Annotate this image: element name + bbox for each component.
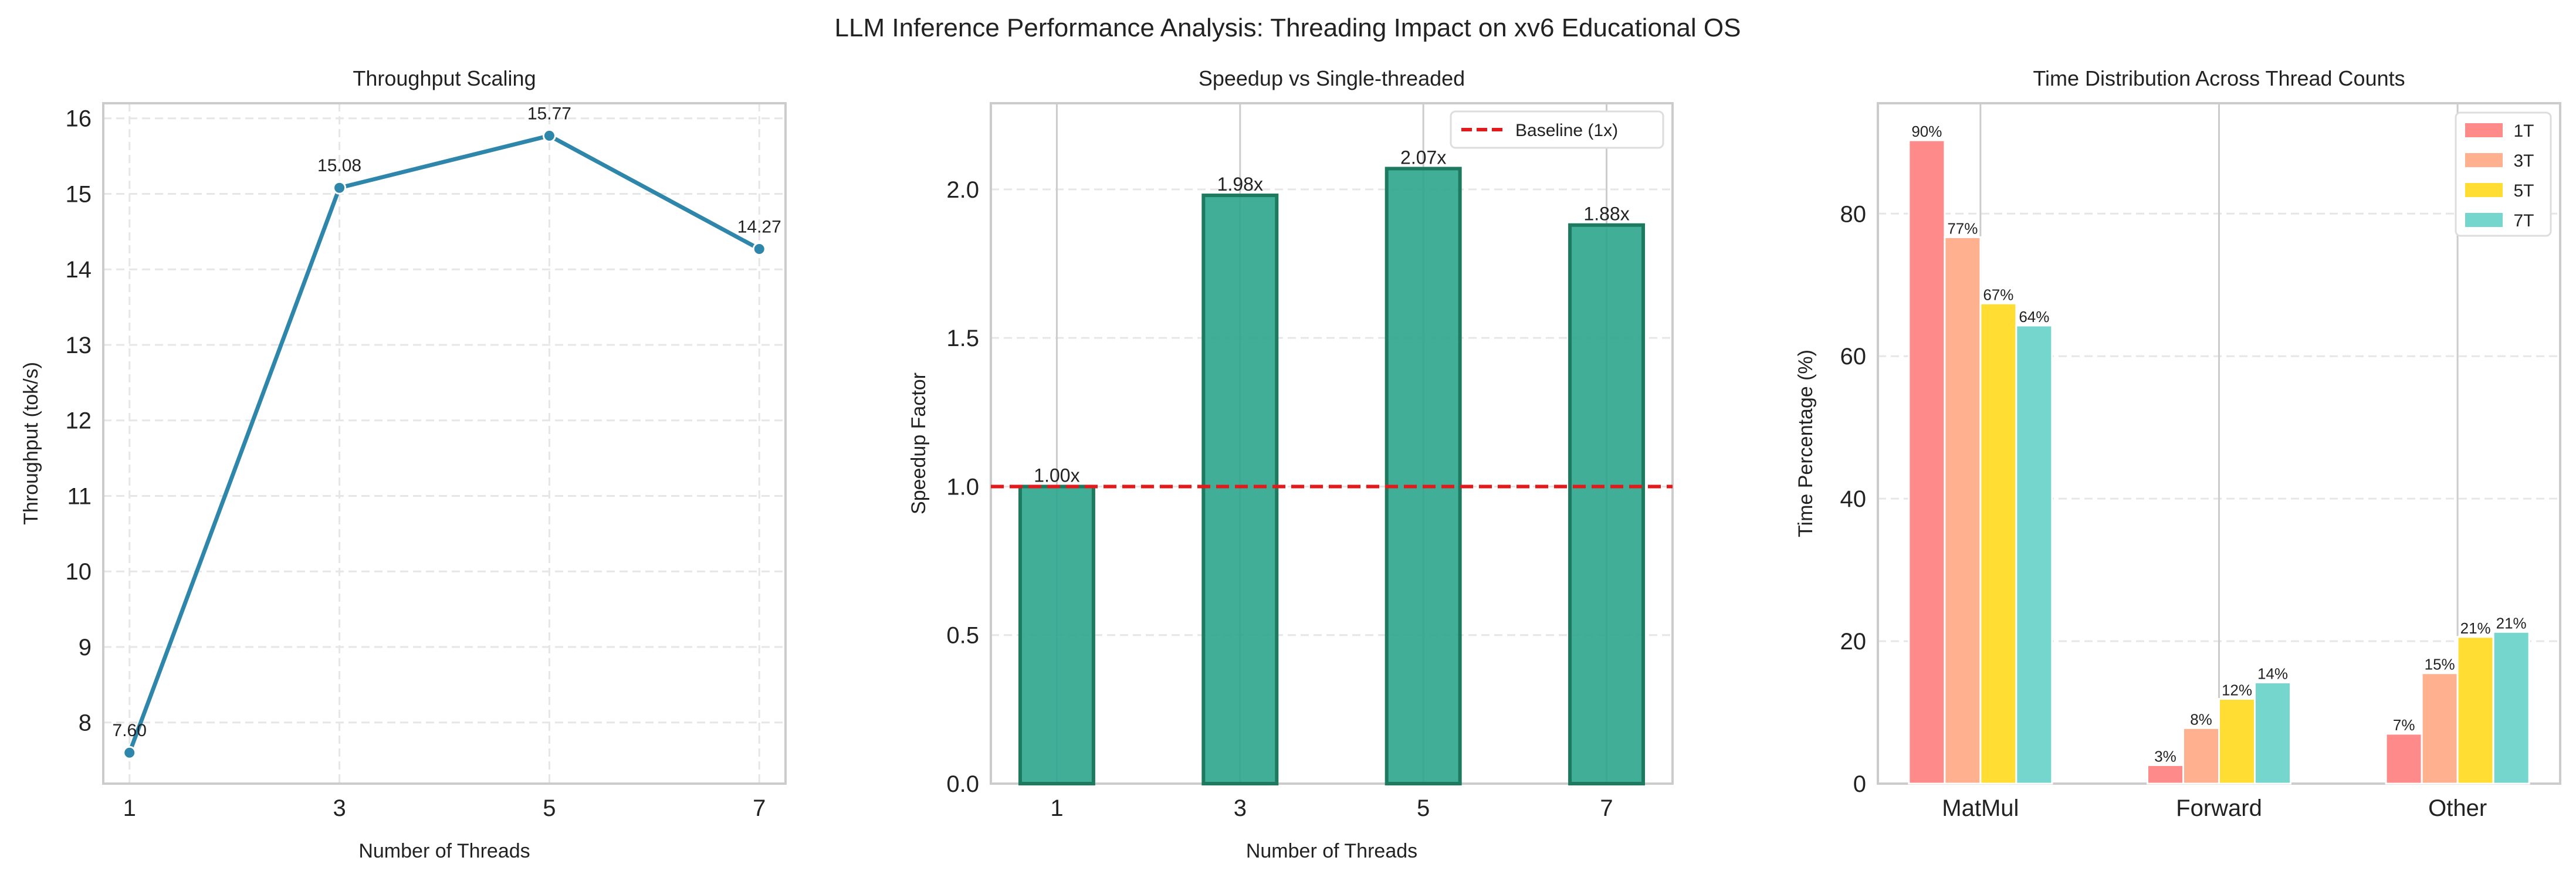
data-point <box>542 128 556 143</box>
y-tick-label: 13 <box>66 333 92 358</box>
y-tick-label: 40 <box>1840 486 1867 512</box>
chart-title: Time Distribution Across Thread Counts <box>2033 66 2405 90</box>
data-label: 64% <box>2019 308 2049 326</box>
y-tick-label: 20 <box>1840 629 1867 655</box>
chart-title: Speedup vs Single-threaded <box>1199 66 1465 90</box>
data-label: 12% <box>2222 681 2252 699</box>
y-tick-label: 16 <box>66 106 92 132</box>
time-bar <box>2253 682 2291 785</box>
time-bar <box>1979 302 2018 785</box>
y-tick-label: 1.5 <box>946 326 979 351</box>
y-tick-label: 80 <box>1840 201 1867 227</box>
data-point <box>333 181 347 195</box>
legend-swatch <box>2465 153 2503 167</box>
legend-label: 7T <box>2513 211 2534 231</box>
data-label: 2.07x <box>1400 147 1446 168</box>
y-tick-label: 0 <box>1853 771 1866 797</box>
data-label: 15.08 <box>317 156 361 175</box>
y-tick-label: 1.0 <box>946 474 979 500</box>
y-axis-label: Time Percentage (%) <box>1795 350 1817 537</box>
plot-frame <box>990 102 1674 785</box>
y-tick-label: 11 <box>67 483 92 509</box>
time-bar <box>2015 324 2053 785</box>
time-bar <box>2182 727 2220 785</box>
x-tick-label: 1 <box>123 795 136 821</box>
data-label: 1.88x <box>1583 204 1629 225</box>
x-tick-label: MatMul <box>1942 795 2019 821</box>
data-label: 14.27 <box>737 217 781 236</box>
speedup-bar <box>1201 194 1279 785</box>
x-axis-label: Number of Threads <box>1246 840 1417 862</box>
data-label: 67% <box>1983 286 2013 303</box>
x-tick-label: 5 <box>543 795 556 821</box>
data-label: 7% <box>2393 716 2415 734</box>
figure-title: LLM Inference Performance Analysis: Thre… <box>835 13 1741 42</box>
time-bar <box>2492 631 2530 785</box>
x-axis-label: Number of Threads <box>358 840 530 862</box>
data-point <box>123 746 137 760</box>
throughput-line <box>127 133 760 754</box>
legend-swatch <box>2465 213 2503 227</box>
speedup-bar <box>1385 167 1462 785</box>
x-tick-label: Forward <box>2176 795 2262 821</box>
chart-title: Throughput Scaling <box>353 66 536 90</box>
legend-swatch <box>2465 123 2503 137</box>
x-tick-label: Other <box>2428 795 2487 821</box>
time-bar <box>2421 672 2459 785</box>
speedup-bar <box>1568 223 1646 785</box>
plot-frame <box>102 102 787 785</box>
speedup-bar <box>1018 484 1095 785</box>
data-label: 3% <box>2154 747 2176 765</box>
data-label: 15.77 <box>527 104 571 123</box>
legend-label: 3T <box>2513 151 2534 171</box>
legend-label: 5T <box>2513 181 2534 201</box>
data-point <box>752 242 766 256</box>
y-tick-label: 60 <box>1840 344 1867 370</box>
y-tick-label: 10 <box>66 559 92 585</box>
y-tick-label: 9 <box>79 635 92 660</box>
legend <box>1450 110 1664 149</box>
data-label: 21% <box>2460 619 2491 637</box>
time-bar <box>2218 697 2256 785</box>
data-label: 90% <box>1911 123 1942 140</box>
y-tick-label: 15 <box>66 181 92 207</box>
data-label: 15% <box>2425 656 2455 673</box>
x-tick-label: 3 <box>1234 795 1247 821</box>
data-label: 8% <box>2190 710 2212 728</box>
y-tick-label: 2.0 <box>946 177 979 203</box>
y-axis-label: Speedup Factor <box>908 372 930 514</box>
x-tick-label: 1 <box>1050 795 1063 821</box>
data-label: 7.60 <box>113 721 147 740</box>
data-label: 21% <box>2496 614 2527 632</box>
data-label: 77% <box>1947 219 1978 237</box>
data-label: 1.00x <box>1034 465 1079 486</box>
legend-label: 1T <box>2513 121 2534 141</box>
x-tick-label: 7 <box>1600 795 1613 821</box>
x-tick-label: 7 <box>753 795 766 821</box>
time-bar <box>2385 733 2423 785</box>
y-tick-label: 0.5 <box>946 623 979 649</box>
y-axis-label: Throughput (tok/s) <box>20 362 42 525</box>
time-bar <box>2456 636 2494 785</box>
legend-label: Baseline (1x) <box>1515 121 1618 140</box>
y-tick-label: 12 <box>66 408 92 434</box>
time-bar <box>1944 236 1982 785</box>
time-bar <box>2147 764 2185 785</box>
data-label: 14% <box>2257 665 2288 683</box>
data-label: 1.98x <box>1217 174 1263 195</box>
y-tick-label: 8 <box>79 710 92 736</box>
x-tick-label: 5 <box>1417 795 1430 821</box>
x-tick-label: 3 <box>333 795 346 821</box>
legend <box>2455 111 2552 237</box>
time-bar <box>1908 139 1946 785</box>
y-tick-label: 0.0 <box>946 771 979 797</box>
y-tick-label: 14 <box>66 257 92 283</box>
legend-swatch <box>2465 183 2503 197</box>
